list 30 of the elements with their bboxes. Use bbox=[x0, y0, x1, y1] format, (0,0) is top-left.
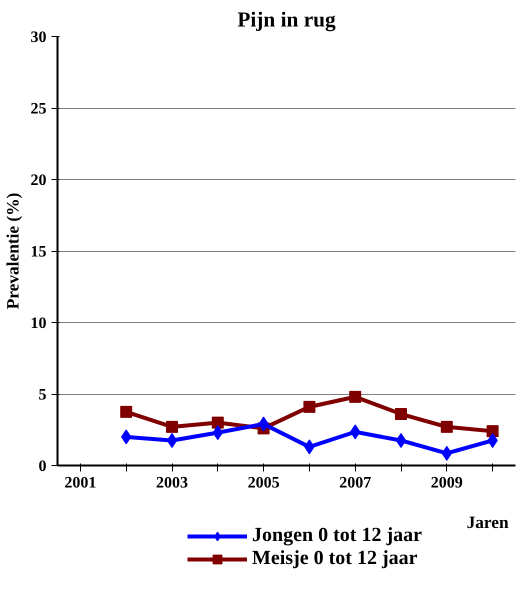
x-tick-label: 2007 bbox=[339, 474, 372, 492]
point bbox=[396, 432, 406, 448]
x-tick-label: 2001 bbox=[64, 474, 96, 492]
x-tick-label: 2003 bbox=[156, 474, 188, 492]
point bbox=[166, 420, 178, 433]
point bbox=[487, 432, 498, 448]
point bbox=[258, 416, 269, 432]
point bbox=[486, 425, 499, 438]
legend-label: Jongen 0 tot 12 jaar bbox=[252, 524, 422, 547]
x-tick-label: 2005 bbox=[248, 474, 280, 492]
y-tick-label: 25 bbox=[30, 100, 46, 118]
point bbox=[395, 408, 407, 420]
point bbox=[120, 406, 132, 418]
y-tick-label: 20 bbox=[30, 172, 46, 189]
y-tick-label: 10 bbox=[30, 315, 46, 332]
x-axis-title: Jaren bbox=[466, 513, 509, 532]
y-tick-label: 15 bbox=[30, 244, 46, 260]
point bbox=[212, 416, 224, 429]
point bbox=[349, 390, 362, 403]
point bbox=[303, 400, 316, 413]
chart-title: Pijn in rug bbox=[237, 8, 336, 32]
y-tick-label: 0 bbox=[38, 458, 46, 475]
legend-label: Meisje 0 tot 12 jaar bbox=[252, 547, 418, 570]
y-tick-label: 5 bbox=[38, 386, 46, 404]
point bbox=[440, 420, 453, 433]
x-tick-label: 2009 bbox=[430, 474, 463, 492]
y-tick-label: 30 bbox=[30, 29, 46, 46]
point bbox=[166, 432, 178, 448]
y-axis-title: Prevalentie (%) bbox=[4, 192, 22, 310]
point bbox=[304, 439, 315, 454]
